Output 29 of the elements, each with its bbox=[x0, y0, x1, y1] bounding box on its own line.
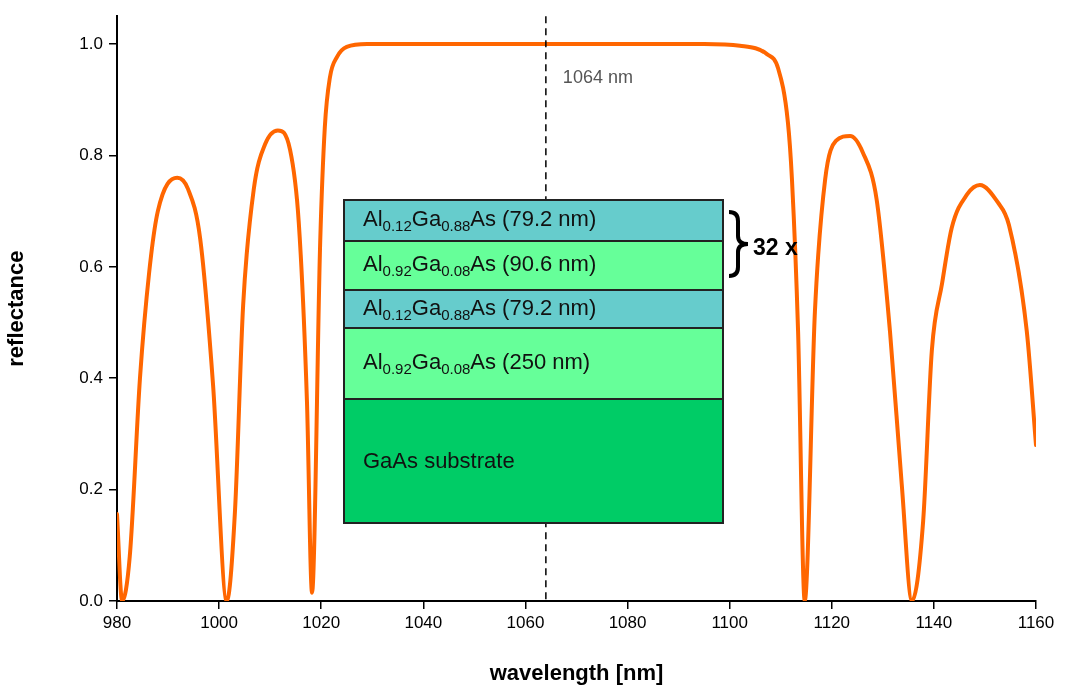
x-axis-title: wavelength [nm] bbox=[488, 659, 664, 685]
x-tick-label: 1080 bbox=[608, 612, 647, 632]
material-layer: Al$_{0.12}$Ga$_{0.88}$As (79.2 nm) bbox=[345, 291, 722, 327]
annotation: GaAs substrate bbox=[363, 448, 515, 474]
material-layer: Al$_{0.92}$Ga$_{0.08}$As (90.6 nm) bbox=[345, 242, 722, 289]
annotation: Al$_{0.92}$Ga$_{0.08}$As (90.6 nm) bbox=[363, 251, 597, 280]
annotation: Al$_{0.92}$Ga$_{0.08}$As (250 nm) bbox=[363, 349, 591, 378]
y-tick-label: 0.4 bbox=[79, 367, 103, 387]
y-axis-title: reflectance bbox=[3, 250, 29, 367]
y-tick-label: 1.0 bbox=[79, 33, 103, 53]
y-tick-label: 0.0 bbox=[79, 590, 103, 610]
y-tick-label: 0.8 bbox=[79, 145, 103, 165]
x-tick-label: 1120 bbox=[813, 612, 851, 632]
y-tick-label: 0.2 bbox=[79, 479, 103, 499]
x-tick-label: 980 bbox=[102, 612, 132, 632]
ref-line-label: 1064 nm bbox=[562, 67, 633, 88]
y-tick-label: 0.6 bbox=[79, 256, 103, 276]
x-tick-label: 1140 bbox=[915, 612, 953, 632]
x-tick-label: 1160 bbox=[1017, 612, 1055, 632]
x-tick-label: 1020 bbox=[302, 612, 341, 632]
material-layer: Al$_{0.12}$Ga$_{0.88}$As (79.2 nm) bbox=[345, 201, 722, 240]
annotation: Al$_{0.12}$Ga$_{0.88}$As (79.2 nm) bbox=[363, 206, 597, 235]
material-layer: GaAs substrate bbox=[345, 400, 722, 522]
x-tick-label: 1000 bbox=[200, 612, 239, 632]
x-tick-label: 1040 bbox=[404, 612, 443, 632]
x-tick-label: 1100 bbox=[711, 612, 748, 632]
annotation: Al$_{0.12}$Ga$_{0.88}$As (79.2 nm) bbox=[363, 294, 597, 324]
material-layer: Al$_{0.92}$Ga$_{0.08}$As (250 nm) bbox=[345, 329, 722, 398]
x-tick-label: 1060 bbox=[506, 612, 545, 632]
